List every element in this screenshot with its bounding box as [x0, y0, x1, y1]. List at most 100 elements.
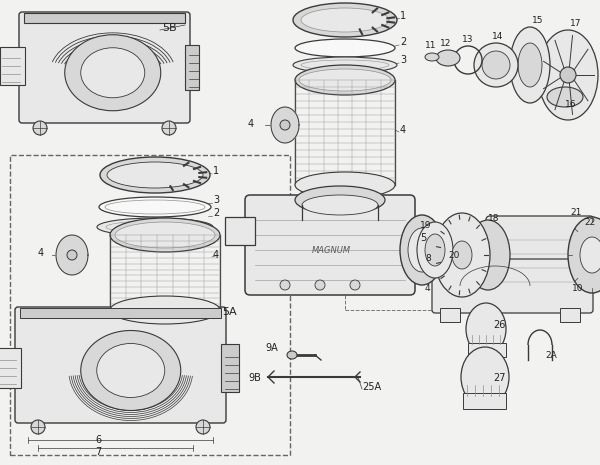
- Ellipse shape: [301, 8, 389, 32]
- Text: MAGNUM: MAGNUM: [312, 246, 351, 255]
- Text: 1: 1: [213, 166, 219, 176]
- FancyBboxPatch shape: [432, 259, 593, 313]
- Bar: [560, 308, 580, 322]
- Text: 18: 18: [488, 214, 499, 223]
- Ellipse shape: [350, 280, 360, 290]
- Text: 27: 27: [493, 373, 505, 383]
- Bar: [20, 308, 221, 318]
- Text: 5A: 5A: [222, 307, 236, 317]
- Polygon shape: [271, 107, 299, 143]
- Ellipse shape: [302, 195, 378, 215]
- Ellipse shape: [417, 222, 453, 278]
- FancyBboxPatch shape: [19, 12, 190, 123]
- Bar: [185, 45, 199, 90]
- Text: 12: 12: [440, 39, 451, 48]
- Text: 22: 22: [584, 218, 595, 227]
- Text: 4: 4: [400, 125, 406, 135]
- Ellipse shape: [81, 48, 145, 98]
- Ellipse shape: [452, 241, 472, 269]
- Text: 9B: 9B: [248, 373, 261, 383]
- Text: 4: 4: [38, 248, 44, 258]
- FancyBboxPatch shape: [486, 216, 594, 294]
- Ellipse shape: [196, 420, 210, 434]
- Ellipse shape: [295, 65, 395, 95]
- Text: 13: 13: [462, 35, 473, 44]
- Text: 25A: 25A: [362, 382, 381, 392]
- Ellipse shape: [568, 217, 600, 293]
- Text: 9A: 9A: [265, 343, 278, 353]
- Text: 6: 6: [95, 435, 101, 445]
- Ellipse shape: [482, 51, 510, 79]
- Ellipse shape: [425, 234, 445, 266]
- Ellipse shape: [315, 280, 325, 290]
- Text: 10: 10: [572, 284, 583, 293]
- Text: 7: 7: [95, 447, 101, 457]
- Text: 4: 4: [248, 119, 254, 129]
- Text: 15: 15: [532, 16, 544, 25]
- Bar: [440, 308, 460, 322]
- Ellipse shape: [299, 69, 391, 91]
- Text: 5B: 5B: [162, 23, 176, 33]
- Ellipse shape: [67, 250, 77, 260]
- Ellipse shape: [33, 121, 47, 135]
- Ellipse shape: [560, 67, 576, 83]
- Ellipse shape: [65, 35, 161, 111]
- Bar: [221, 344, 239, 392]
- Ellipse shape: [115, 222, 215, 248]
- Ellipse shape: [107, 162, 203, 188]
- Ellipse shape: [293, 3, 397, 37]
- Bar: [0, 47, 25, 85]
- Text: 3: 3: [213, 195, 219, 205]
- Ellipse shape: [538, 30, 598, 120]
- Ellipse shape: [466, 303, 506, 355]
- Ellipse shape: [510, 27, 550, 103]
- Text: 2: 2: [400, 37, 406, 47]
- Polygon shape: [56, 235, 88, 275]
- Ellipse shape: [461, 347, 509, 407]
- Ellipse shape: [474, 43, 518, 87]
- Text: 16: 16: [565, 100, 577, 109]
- Ellipse shape: [466, 220, 510, 290]
- Ellipse shape: [518, 43, 542, 87]
- FancyBboxPatch shape: [15, 307, 226, 423]
- Ellipse shape: [97, 344, 165, 398]
- Ellipse shape: [408, 228, 436, 272]
- Text: 14: 14: [492, 32, 503, 41]
- Ellipse shape: [295, 186, 385, 214]
- Ellipse shape: [110, 218, 220, 252]
- Ellipse shape: [162, 121, 176, 135]
- FancyBboxPatch shape: [245, 195, 415, 295]
- Text: 3: 3: [400, 55, 406, 65]
- Ellipse shape: [287, 351, 297, 359]
- Text: 4: 4: [213, 250, 219, 260]
- Ellipse shape: [295, 172, 395, 198]
- Text: 5: 5: [420, 233, 426, 243]
- Ellipse shape: [547, 87, 583, 107]
- Text: 19: 19: [420, 221, 431, 230]
- Text: 20: 20: [448, 251, 460, 260]
- Text: 8: 8: [425, 254, 431, 263]
- Ellipse shape: [280, 280, 290, 290]
- Text: 2: 2: [213, 208, 219, 218]
- Ellipse shape: [31, 420, 45, 434]
- Ellipse shape: [434, 213, 490, 297]
- Bar: [463, 393, 506, 409]
- Bar: [225, 217, 255, 245]
- Bar: [10, 155, 290, 455]
- Ellipse shape: [81, 331, 181, 411]
- Text: 2A: 2A: [545, 351, 557, 360]
- Text: 17: 17: [570, 19, 581, 28]
- Text: 4: 4: [425, 284, 431, 293]
- Ellipse shape: [97, 218, 213, 236]
- Text: 21: 21: [570, 208, 581, 217]
- Text: 11: 11: [425, 41, 437, 50]
- Bar: [0, 348, 21, 388]
- Ellipse shape: [295, 39, 395, 57]
- Ellipse shape: [425, 53, 439, 61]
- Ellipse shape: [400, 215, 444, 285]
- Ellipse shape: [436, 50, 460, 66]
- Text: 26: 26: [493, 320, 505, 330]
- Bar: [468, 343, 506, 357]
- Ellipse shape: [99, 197, 211, 217]
- Ellipse shape: [110, 296, 220, 324]
